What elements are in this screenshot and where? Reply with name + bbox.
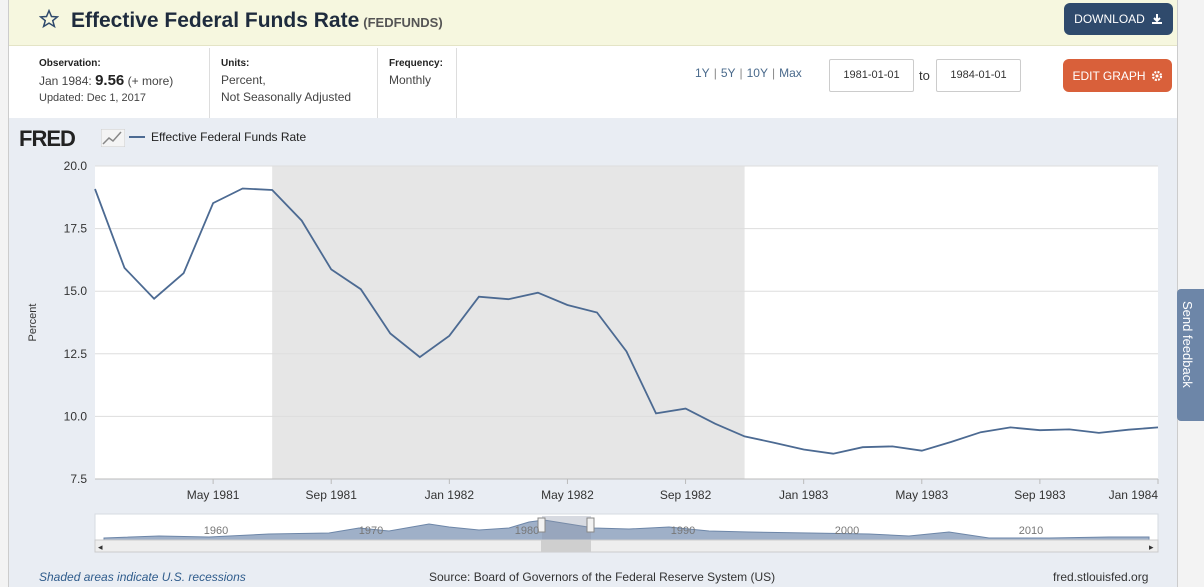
observation-info: Observation: Jan 1984: 9.56 (+ more) Upd… xyxy=(39,55,173,107)
download-label: DOWNLOAD xyxy=(1074,12,1145,26)
series-line xyxy=(94,187,1159,455)
navigator-year-label: 1960 xyxy=(204,525,228,537)
fred-logo: FRED xyxy=(19,126,76,152)
observation-label: Observation: xyxy=(39,58,101,69)
edit-graph-button[interactable]: EDIT GRAPH xyxy=(1063,59,1172,92)
title-bar: Effective Federal Funds Rate (FEDFUNDS) D… xyxy=(9,0,1177,46)
series-title: Effective Federal Funds Rate xyxy=(71,9,360,32)
range-1y[interactable]: 1Y xyxy=(695,66,710,80)
y-tick-label: 7.5 xyxy=(70,472,87,486)
x-tick-label: May 1983 xyxy=(895,488,948,502)
recession-note: Shaded areas indicate U.S. recessions xyxy=(39,570,246,584)
line-chart: 20.0 17.5 15.0 12.5 10.0 7.5 Percent May 1981 S… xyxy=(27,159,1159,553)
scroll-left-arrow[interactable]: ◂ xyxy=(98,542,103,552)
navigator-year-label: 1990 xyxy=(671,525,695,537)
download-button[interactable]: DOWNLOAD xyxy=(1064,3,1173,35)
site-url[interactable]: fred.stlouisfed.org xyxy=(1053,570,1149,584)
more-link[interactable]: (+ more) xyxy=(127,74,174,88)
x-tick-label: May 1981 xyxy=(187,488,240,502)
y-axis-label: Percent xyxy=(27,304,39,342)
navigator-year-label: 1980 xyxy=(515,525,539,537)
navigator-series xyxy=(103,519,1150,541)
units-label: Units: xyxy=(221,58,250,69)
chart-area: FRED Effective Federal Funds Rate 20.0 17… xyxy=(9,118,1177,587)
x-tick-label: May 1982 xyxy=(541,488,594,502)
legend-label: Effective Federal Funds Rate xyxy=(151,130,307,144)
to-label: to xyxy=(919,68,930,83)
divider xyxy=(456,48,457,118)
end-date-input[interactable]: 1984-01-01 xyxy=(936,59,1021,92)
divider xyxy=(377,48,378,118)
units-line2: Not Seasonally Adjusted xyxy=(221,90,352,104)
y-tick-label: 10.0 xyxy=(64,409,88,423)
observation-value: 9.56 xyxy=(95,72,125,89)
scrollbar-track[interactable] xyxy=(94,539,1159,553)
frequency-value: Monthly xyxy=(389,73,432,87)
range-selector: 1Y | 5Y | 10Y | Max xyxy=(695,66,802,80)
chart-legend: Effective Federal Funds Rate xyxy=(129,130,306,144)
fred-logo-text: FRED xyxy=(19,126,76,151)
page-title: Effective Federal Funds Rate (FEDFUNDS) xyxy=(71,9,443,33)
frequency-label: Frequency: xyxy=(389,58,443,69)
divider xyxy=(209,48,210,118)
range-10y[interactable]: 10Y xyxy=(746,66,768,80)
updated-date: Updated: Dec 1, 2017 xyxy=(39,92,147,104)
units-line1: Percent, xyxy=(221,73,266,87)
download-icon xyxy=(1151,14,1162,24)
scroll-right-arrow[interactable]: ▸ xyxy=(1149,542,1154,552)
gear-icon xyxy=(1151,70,1162,81)
navigator-handle-left[interactable] xyxy=(537,517,546,533)
x-tick-label: Jan 1982 xyxy=(425,488,475,502)
legend-swatch xyxy=(129,136,145,138)
navigator-handle-right[interactable] xyxy=(586,517,595,533)
x-tick-label: Sep 1982 xyxy=(660,488,712,502)
recession-shading xyxy=(272,166,745,479)
x-tick-label: Jan 1983 xyxy=(779,488,829,502)
navigator-window[interactable] xyxy=(542,516,591,540)
frequency-info: Frequency: Monthly xyxy=(389,55,443,89)
navigator[interactable]: ◂ ▸ 1960 1970 1980 1990 2000 2010 xyxy=(94,513,1159,553)
fred-logo-icon xyxy=(101,129,125,147)
observation-date: Jan 1984: xyxy=(39,74,92,88)
range-5y[interactable]: 5Y xyxy=(720,66,736,80)
edit-graph-label: EDIT GRAPH xyxy=(1072,68,1146,83)
source-note: Source: Board of Governors of the Federa… xyxy=(429,570,776,584)
start-date-input[interactable]: 1981-01-01 xyxy=(829,59,914,92)
navigator-year-label: 1970 xyxy=(359,525,383,537)
graph-panel: Effective Federal Funds Rate (FEDFUNDS) D… xyxy=(8,0,1178,587)
units-info: Units: Percent, Not Seasonally Adjusted xyxy=(221,55,351,106)
x-tick-label: Sep 1983 xyxy=(1014,488,1066,502)
navigator-year-label: 2000 xyxy=(835,525,859,537)
y-tick-label: 17.5 xyxy=(64,222,88,236)
x-tick-label: Jan 1984 xyxy=(1109,488,1159,502)
x-tick-label: Sep 1981 xyxy=(306,488,358,502)
y-tick-label: 12.5 xyxy=(64,347,88,361)
y-tick-label: 20.0 xyxy=(64,159,88,173)
star-icon[interactable] xyxy=(39,9,59,29)
y-tick-label: 15.0 xyxy=(64,284,88,298)
navigator-year-label: 2010 xyxy=(1019,525,1043,537)
scrollbar-thumb[interactable] xyxy=(541,540,591,552)
send-feedback-label: Send feedback xyxy=(1180,301,1195,388)
send-feedback-button[interactable]: Send feedback xyxy=(1177,289,1204,421)
series-id: (FEDFUNDS) xyxy=(363,15,443,30)
range-max[interactable]: Max xyxy=(779,66,802,80)
